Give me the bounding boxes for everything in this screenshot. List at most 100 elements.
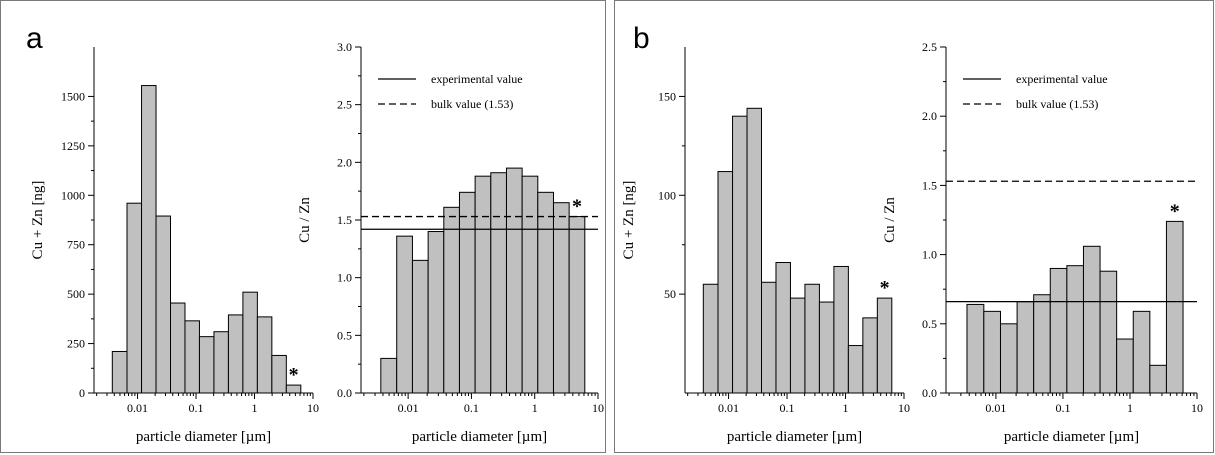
asterisk-annotation: * <box>572 196 582 218</box>
legend-label: experimental value <box>1016 72 1108 86</box>
bar <box>1033 294 1051 394</box>
legend-label: bulk value (1.53) <box>1016 97 1098 111</box>
x-tick-label: 1 <box>252 401 258 415</box>
y-tick-label: 250 <box>67 337 85 351</box>
x-tick-label: 1 <box>1127 401 1133 415</box>
bar <box>170 302 186 394</box>
y-axis-title: Cu + Zn [ng] <box>621 181 637 260</box>
bar <box>141 85 157 394</box>
x-tick-label: 10 <box>307 401 319 415</box>
bar <box>1099 270 1118 394</box>
asterisk-annotation: * <box>880 277 890 299</box>
bar <box>285 384 302 394</box>
chart-b-left: 50 100 150 0.01 0.1 1 10 particle diameter [µm]… <box>621 47 910 445</box>
y-axis-title: Cu / Zn <box>882 197 898 243</box>
bar <box>126 202 143 394</box>
bar <box>818 301 835 394</box>
y-tick-label: 0.5 <box>922 317 937 331</box>
y-tick-label: 0.0 <box>922 386 937 400</box>
bar <box>227 314 244 394</box>
y-tick-label: 1.5 <box>337 213 352 227</box>
bar <box>804 283 820 394</box>
chart-a-left: 0 250 500 750 1000 1250 1500 0.01 0.1 1 10 particle… <box>30 47 319 445</box>
bar <box>242 291 258 394</box>
bar <box>184 320 200 394</box>
panel-a-label: a <box>26 22 43 55</box>
bar <box>537 191 554 394</box>
bar <box>155 215 172 394</box>
x-tick-label: 0.1 <box>780 401 795 415</box>
bar <box>1165 220 1184 394</box>
y-tick-label: 0 <box>79 386 85 400</box>
panel-a-frame <box>0 0 606 453</box>
y-tick-label: 1.0 <box>922 248 937 262</box>
bar <box>411 259 429 394</box>
x-tick-label: 1 <box>532 401 538 415</box>
bar <box>789 297 806 394</box>
bar <box>505 167 523 394</box>
x-tick-label: 1 <box>843 401 849 415</box>
bar <box>983 310 1001 394</box>
y-axis-title: Cu / Zn <box>297 197 313 243</box>
bar <box>521 175 539 394</box>
x-axis-title: particle diameter [µm] <box>136 429 271 445</box>
chart-a-right: 0.0 0.5 1.0 1.5 2.0 2.5 3.0 0.01 0.1 1 10 particle … <box>297 40 604 445</box>
x-tick-label: 10 <box>898 401 910 415</box>
x-tick-label: 0.1 <box>189 401 204 415</box>
y-tick-label: 50 <box>664 287 676 301</box>
bar <box>213 331 229 394</box>
bar <box>1066 265 1084 394</box>
y-tick-label: 2.5 <box>337 98 352 112</box>
y-tick-label: 500 <box>67 287 85 301</box>
x-axis-title: particle diameter [µm] <box>1004 429 1139 445</box>
x-tick-label: 0.01 <box>985 401 1006 415</box>
x-tick-label: 10 <box>592 401 604 415</box>
bar <box>271 354 287 394</box>
y-tick-label: 1000 <box>61 188 85 202</box>
bar <box>761 281 777 394</box>
bar <box>966 303 985 394</box>
bar <box>427 231 445 394</box>
bar <box>999 323 1018 394</box>
bar <box>458 191 476 394</box>
bar <box>746 107 763 394</box>
bar <box>568 216 586 394</box>
chart-b-right: 0.0 0.5 1.0 1.5 2.0 2.5 0.01 0.1 1 10 particle dia… <box>882 40 1203 445</box>
bar <box>847 345 864 394</box>
x-tick-label: 0.01 <box>127 401 148 415</box>
y-tick-label: 1500 <box>61 89 85 103</box>
y-tick-label: 2.5 <box>922 40 937 54</box>
x-axis-title: particle diameter [µm] <box>727 429 862 445</box>
bar <box>552 202 570 394</box>
x-tick-label: 0.01 <box>718 401 739 415</box>
x-tick-label: 0.1 <box>1055 401 1070 415</box>
bar <box>775 262 791 394</box>
bar <box>490 172 507 394</box>
bar <box>876 297 893 394</box>
asterisk-annotation: * <box>289 364 299 386</box>
x-tick-label: 0.01 <box>398 401 419 415</box>
y-tick-label: 0.0 <box>337 386 352 400</box>
panel-b-frame <box>614 0 1214 453</box>
bar <box>833 265 849 394</box>
y-tick-label: 750 <box>67 238 85 252</box>
bar <box>198 336 215 394</box>
y-tick-label: 0.5 <box>337 328 352 342</box>
legend-label: experimental value <box>431 72 523 86</box>
y-axis-title: Cu + Zn [ng] <box>30 181 46 260</box>
bar <box>702 283 719 394</box>
bar <box>1082 245 1101 394</box>
bar <box>1149 364 1167 394</box>
y-tick-label: 1.5 <box>922 178 937 192</box>
bar <box>1132 310 1151 394</box>
x-tick-label: 10 <box>1191 401 1203 415</box>
bar <box>862 317 878 394</box>
y-tick-label: 3.0 <box>337 40 352 54</box>
bar <box>256 316 273 394</box>
bar <box>1049 267 1068 394</box>
legend-label: bulk value (1.53) <box>431 97 513 111</box>
bar <box>443 206 460 394</box>
bar <box>380 357 398 394</box>
bar <box>1116 338 1134 394</box>
